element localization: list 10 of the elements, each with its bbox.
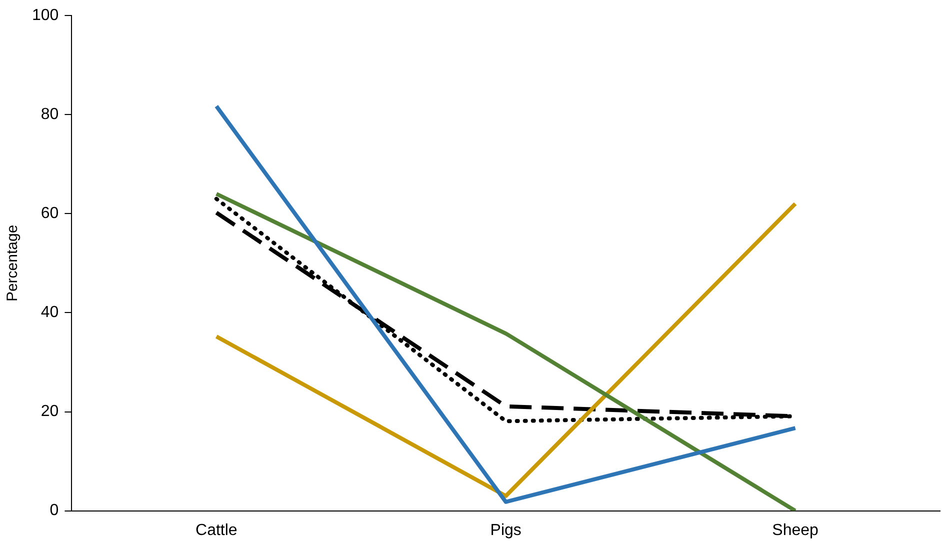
y-tick-label: 100 bbox=[32, 7, 59, 24]
y-tick-label: 40 bbox=[40, 304, 59, 322]
y-tick-label: 0 bbox=[50, 502, 59, 520]
y-tick-label: 60 bbox=[40, 205, 59, 222]
x-tick-label: Cattle bbox=[196, 522, 238, 539]
y-tick-label: 20 bbox=[40, 403, 59, 420]
x-tick-label: Pigs bbox=[490, 522, 522, 539]
y-axis-title: Percentage bbox=[4, 224, 22, 302]
y-tick-label: 80 bbox=[40, 106, 59, 124]
x-tick-label: Sheep bbox=[772, 522, 819, 539]
